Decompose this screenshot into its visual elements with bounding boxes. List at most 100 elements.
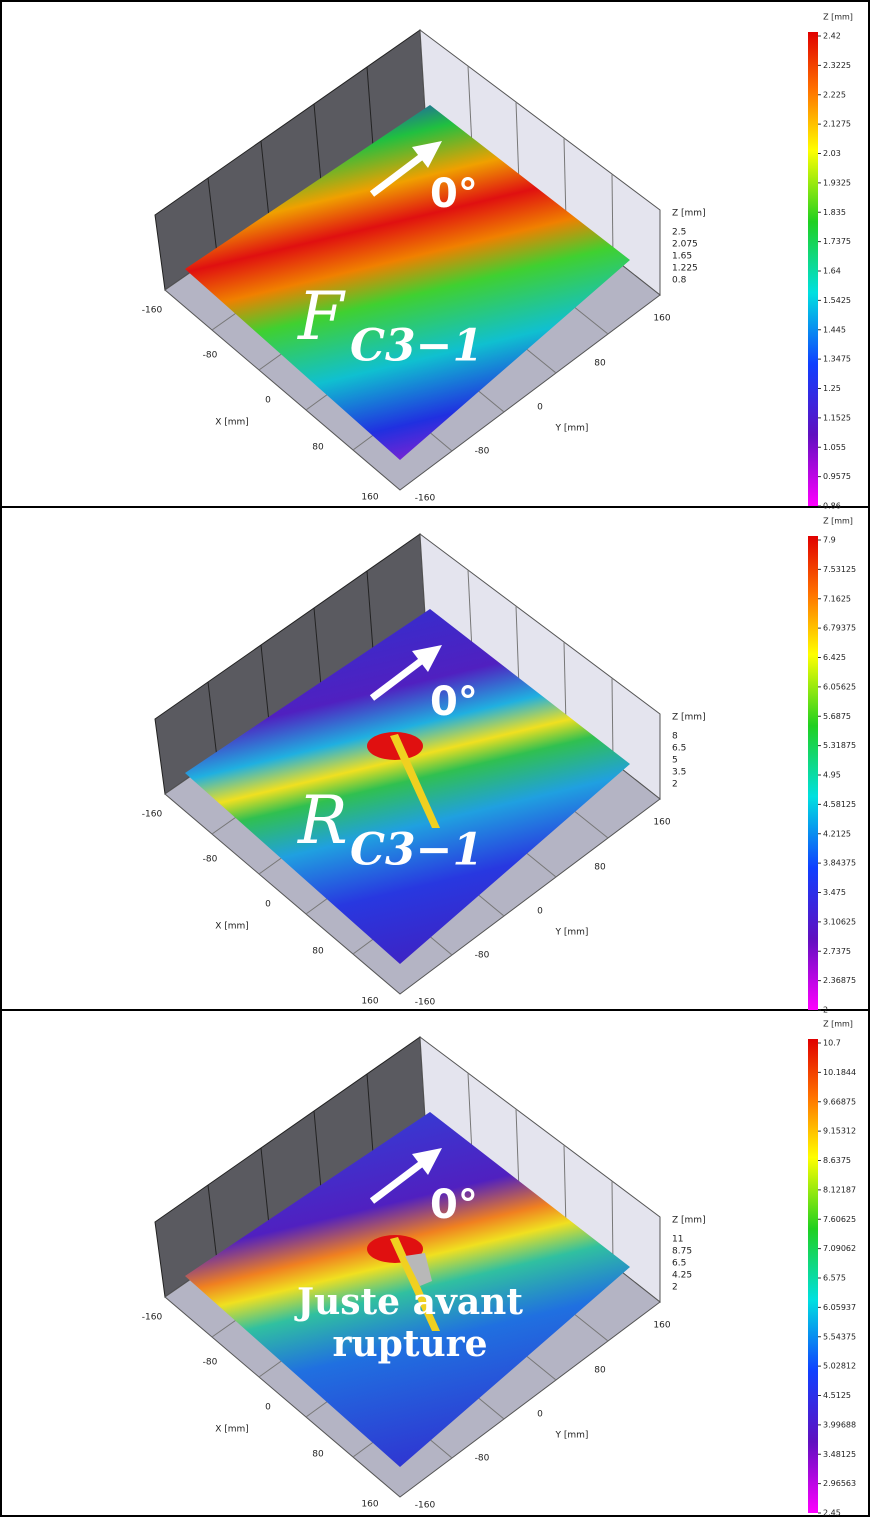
colorbar-label: 6.05625 bbox=[823, 682, 856, 691]
y-tick-label: -160 bbox=[415, 494, 436, 504]
wall-grid bbox=[313, 607, 322, 687]
colorbar-label: 8.12187 bbox=[823, 1185, 856, 1194]
x-tick-label: 0 bbox=[265, 1403, 271, 1413]
y-tick-label: 80 bbox=[594, 863, 606, 873]
y-tick-label: -80 bbox=[475, 447, 490, 457]
z-tick-label: 0.8 bbox=[672, 276, 687, 286]
x-tick-label: -80 bbox=[203, 351, 218, 361]
colorbar-title: Z [mm] bbox=[823, 1020, 853, 1029]
z-tick-label: 1.225 bbox=[672, 264, 698, 274]
wall-grid bbox=[366, 66, 374, 147]
colorbar-label: 1.7375 bbox=[823, 237, 851, 246]
wall-grid bbox=[611, 677, 614, 763]
colorbar-label: 10.7 bbox=[823, 1039, 841, 1048]
z-tick-label: 5 bbox=[672, 756, 678, 766]
z-tick-label: 2 bbox=[672, 780, 678, 790]
z-tick-label: 2 bbox=[672, 1283, 678, 1293]
wall-grid bbox=[207, 1184, 218, 1262]
z-tick-label: 4.25 bbox=[672, 1271, 692, 1281]
colorbar-label: 1.3475 bbox=[823, 355, 851, 364]
colorbar-label: 9.15312 bbox=[823, 1127, 856, 1136]
wall-grid bbox=[260, 644, 270, 723]
direction-arrow bbox=[369, 655, 428, 701]
z-tick-label: 2.075 bbox=[672, 240, 698, 250]
z-axis-title: Z [mm] bbox=[672, 209, 706, 219]
specimen-label-sub: C3−1 bbox=[350, 321, 483, 372]
z-tick-label: 11 bbox=[672, 1235, 683, 1245]
colorbar-label: 5.31875 bbox=[823, 741, 856, 750]
colorbar-label: 10.1844 bbox=[823, 1068, 856, 1077]
z-axis-title: Z [mm] bbox=[672, 713, 706, 723]
y-tick-label: -160 bbox=[415, 998, 436, 1008]
colorbar-label: 2.96563 bbox=[823, 1479, 856, 1488]
y-axis-title: Y [mm] bbox=[555, 1431, 589, 1441]
y-tick-label: 160 bbox=[653, 314, 670, 324]
wall-grid bbox=[260, 1147, 270, 1226]
x-axis-title: X [mm] bbox=[215, 922, 249, 932]
colorbar-label: 1.9325 bbox=[823, 178, 851, 187]
colorbar-label: 1.1525 bbox=[823, 413, 851, 422]
colorbar-label: 2 bbox=[823, 1006, 828, 1015]
x-tick-label: 0 bbox=[265, 396, 271, 406]
specimen-label-line: rupture bbox=[333, 1323, 488, 1365]
colorbar-label: 7.9 bbox=[823, 536, 836, 545]
colorbar-label: 1.64 bbox=[823, 267, 841, 276]
y-axis-title: Y [mm] bbox=[555, 424, 589, 434]
wall-grid bbox=[366, 570, 374, 651]
colorbar-label: 4.95 bbox=[823, 771, 841, 780]
y-tick-label: 160 bbox=[653, 1321, 670, 1331]
x-tick-label: 80 bbox=[312, 443, 324, 453]
z-tick-label: 8.75 bbox=[672, 1247, 692, 1257]
colorbar-label: 2.45 bbox=[823, 1509, 841, 1517]
colorbar-label: 7.1625 bbox=[823, 594, 851, 603]
x-tick-label: -160 bbox=[142, 810, 163, 820]
wall-grid bbox=[366, 1073, 374, 1154]
surface bbox=[185, 609, 630, 964]
colorbar-label: 2.225 bbox=[823, 90, 846, 99]
x-tick-label: 80 bbox=[312, 1450, 324, 1460]
colorbar-label: 4.58125 bbox=[823, 800, 856, 809]
y-tick-label: 0 bbox=[537, 907, 543, 917]
direction-arrow-head bbox=[412, 1148, 442, 1175]
x-tick-label: -80 bbox=[203, 855, 218, 865]
wall-grid bbox=[207, 177, 218, 255]
x-tick-label: 0 bbox=[265, 900, 271, 910]
colorbar-label: 1.5425 bbox=[823, 296, 851, 305]
colorbar-label: 3.10625 bbox=[823, 917, 856, 926]
y-tick-label: -80 bbox=[475, 1454, 490, 1464]
wall-grid bbox=[467, 65, 473, 148]
specimen-label-line: Juste avant bbox=[294, 1281, 523, 1323]
y-tick-label: 80 bbox=[594, 1366, 606, 1376]
y-tick-label: 80 bbox=[594, 359, 606, 369]
z-tick-label: 1.65 bbox=[672, 252, 692, 262]
surface-panel: -160 -80 0 80 160 X [mm] 160 80 0 -80 -160 Y [mm] Z … bbox=[142, 1020, 856, 1517]
surface bbox=[185, 105, 630, 460]
x-tick-label: -80 bbox=[203, 1358, 218, 1368]
wall-grid bbox=[611, 1180, 614, 1266]
colorbar-label: 1.055 bbox=[823, 443, 846, 452]
x-axis-title: X [mm] bbox=[215, 418, 249, 428]
colorbar-title: Z [mm] bbox=[823, 517, 853, 526]
wall-grid bbox=[515, 101, 520, 185]
colorbar-label: 1.25 bbox=[823, 384, 841, 393]
colorbar-label: 7.09062 bbox=[823, 1244, 856, 1253]
colorbar-label: 9.66875 bbox=[823, 1097, 856, 1106]
peak-ridge bbox=[390, 1237, 440, 1331]
colorbar-label: 2.7375 bbox=[823, 947, 851, 956]
direction-arrow-head bbox=[412, 645, 442, 672]
y-tick-label: -160 bbox=[415, 1501, 436, 1511]
colorbar-label: 4.5125 bbox=[823, 1391, 851, 1400]
surface-panel: -160 -80 0 80 160 X [mm] 160 80 0 -80 -160 Y [mm] Z … bbox=[142, 13, 853, 511]
wall-grid bbox=[611, 173, 614, 259]
colorbar-label: 3.475 bbox=[823, 888, 846, 897]
wall-grid bbox=[207, 681, 218, 759]
colorbar-label: 6.575 bbox=[823, 1274, 846, 1283]
z-tick-label: 2.5 bbox=[672, 228, 686, 238]
wall-grid bbox=[313, 1110, 322, 1190]
z-tick-label: 8 bbox=[672, 732, 678, 742]
colorbar-label: 1.445 bbox=[823, 325, 846, 334]
colorbar-label: 7.53125 bbox=[823, 565, 856, 574]
z-tick-label: 3.5 bbox=[672, 768, 686, 778]
colorbar-label: 3.48125 bbox=[823, 1450, 856, 1459]
